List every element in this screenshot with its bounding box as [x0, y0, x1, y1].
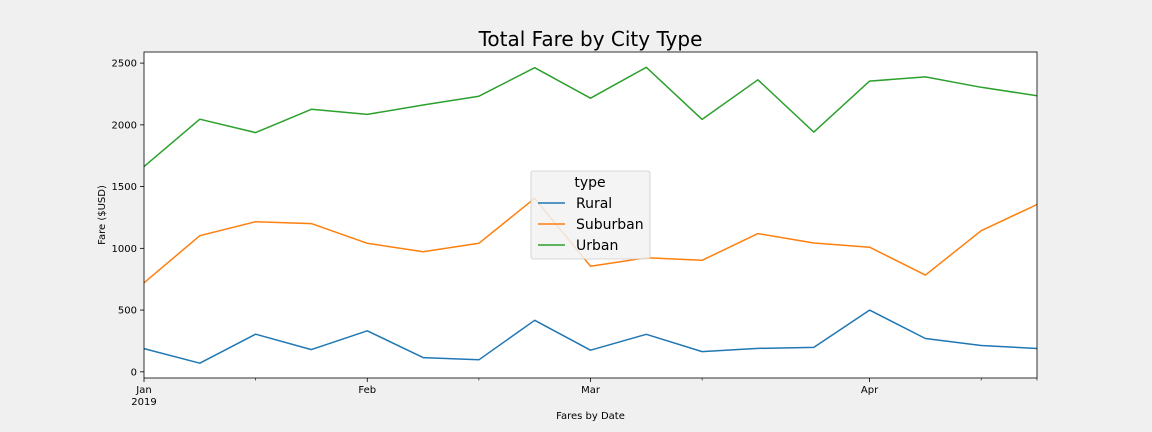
legend-items: Rural Suburban Urban — [538, 196, 644, 254]
legend: type Rural Suburban Urban — [530, 170, 651, 260]
y-tick-label: 1500 — [112, 182, 137, 193]
y-tick-label: 500 — [118, 306, 137, 317]
x-tick-sublabel: 2019 — [131, 397, 156, 408]
x-tick-label: Feb — [358, 385, 376, 396]
legend-title: type — [574, 175, 605, 191]
x-tick-label: Apr — [861, 385, 879, 396]
series-line-suburban — [143, 197, 1038, 284]
chart-title: Total Fare by City Type — [478, 27, 703, 51]
x-tick-label: Mar — [581, 385, 601, 396]
series-line-urban — [143, 66, 1038, 168]
y-axis-label: Fare ($USD) — [97, 185, 108, 245]
plot-frame — [143, 51, 1038, 379]
series-line-rural — [143, 309, 1038, 364]
y-tick-label: 2000 — [112, 120, 137, 131]
x-tick-label: Jan — [135, 385, 151, 396]
legend-label-suburban: Suburban — [576, 217, 644, 233]
y-tick-label: 2500 — [112, 59, 137, 70]
legend-box — [530, 170, 651, 260]
y-axis: 0 500 1000 1500 2000 2500 — [112, 59, 144, 378]
legend-label-rural: Rural — [576, 196, 612, 212]
legend-label-urban: Urban — [576, 238, 618, 254]
x-axis-label: Fares by Date — [556, 411, 625, 422]
y-tick-label: 1000 — [112, 244, 137, 255]
series-lines — [143, 66, 1038, 364]
y-tick-label: 0 — [131, 367, 137, 378]
